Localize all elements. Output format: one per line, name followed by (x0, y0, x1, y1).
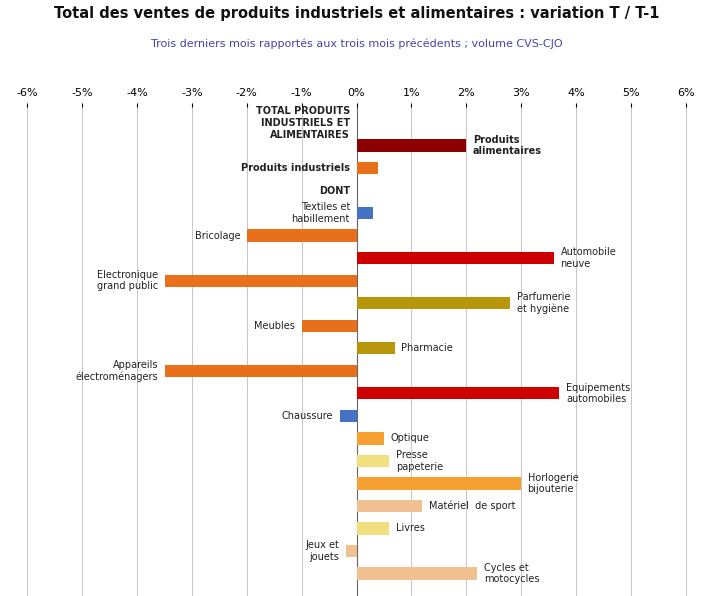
Text: Total des ventes de produits industriels et alimentaires : variation T / T-1: Total des ventes de produits industriels… (53, 6, 660, 21)
Text: Bricolage: Bricolage (195, 231, 240, 241)
Bar (356, 455, 389, 467)
Text: Chaussure: Chaussure (282, 411, 334, 421)
Bar (356, 342, 395, 355)
Text: TOTAL PRODUITS
INDUSTRIELS ET
ALIMENTAIRES: TOTAL PRODUITS INDUSTRIELS ET ALIMENTAIR… (256, 107, 350, 139)
Text: Optique: Optique (391, 433, 429, 443)
Bar (356, 477, 521, 489)
Text: Trois derniers mois rapportés aux trois mois précédents ; volume CVS-CJO: Trois derniers mois rapportés aux trois … (150, 39, 563, 49)
Bar (302, 319, 356, 332)
Text: Produits
alimentaires: Produits alimentaires (473, 135, 542, 156)
Bar (356, 139, 466, 152)
Text: Parfumerie
et hygiène: Parfumerie et hygiène (517, 292, 570, 314)
Text: Electronique
grand public: Electronique grand public (97, 270, 158, 291)
Text: Cycles et
motocycles: Cycles et motocycles (483, 563, 539, 584)
Text: Meubles: Meubles (255, 321, 295, 331)
Text: DONT: DONT (319, 185, 350, 195)
Text: Equipements
automobiles: Equipements automobiles (566, 383, 630, 404)
Bar (356, 297, 510, 309)
Bar (165, 365, 356, 377)
Text: Matériel  de sport: Matériel de sport (429, 501, 515, 511)
Bar (356, 567, 477, 580)
Text: Pharmacie: Pharmacie (401, 343, 453, 353)
Bar (346, 545, 356, 557)
Bar (356, 207, 373, 219)
Text: Livres: Livres (396, 523, 425, 533)
Bar (356, 522, 389, 535)
Bar (356, 387, 560, 399)
Bar (356, 252, 554, 265)
Bar (356, 499, 422, 512)
Bar (247, 229, 356, 242)
Text: Automobile
neuve: Automobile neuve (560, 247, 616, 269)
Text: Produits industriels: Produits industriels (241, 163, 350, 173)
Text: Presse
papeterie: Presse papeterie (396, 450, 443, 471)
Text: Appareils
électroménagers: Appareils électroménagers (76, 359, 158, 382)
Text: Horlogerie
bijouterie: Horlogerie bijouterie (528, 473, 578, 494)
Bar (356, 162, 379, 174)
Text: Jeux et
jouets: Jeux et jouets (305, 540, 339, 562)
Bar (340, 409, 356, 422)
Bar (356, 432, 384, 445)
Text: Textiles et
habillement: Textiles et habillement (292, 202, 350, 224)
Bar (165, 275, 356, 287)
